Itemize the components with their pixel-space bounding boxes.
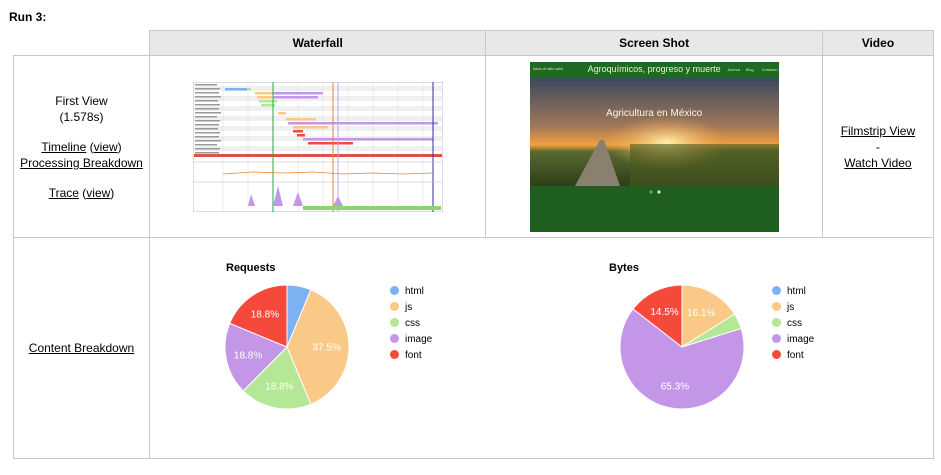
pie-slice-js bbox=[286, 289, 350, 405]
screenshot-menu-item: Blog bbox=[745, 66, 754, 72]
legend-label: js bbox=[405, 302, 413, 313]
legend-label: image bbox=[405, 334, 433, 345]
screenshot-menu-item: Contacto bbox=[761, 66, 778, 72]
legend-label: font bbox=[787, 350, 804, 361]
pie-slice-image bbox=[224, 322, 288, 392]
requests-chart-title: Requests bbox=[226, 262, 276, 274]
waterfall-url-labels bbox=[194, 83, 221, 153]
pie-data-label-css: 18.8% bbox=[265, 381, 293, 392]
legend-item-js: js bbox=[772, 302, 794, 316]
pie-data-label-font: 18.8% bbox=[251, 310, 279, 321]
header-video: Video bbox=[821, 30, 935, 56]
legend-swatch bbox=[772, 302, 781, 311]
bytes-chart-title: Bytes bbox=[609, 262, 639, 274]
results-table: Waterfall Screen Shot Video First View (… bbox=[13, 30, 935, 459]
pie-data-label-font: 14.5% bbox=[650, 307, 678, 318]
legend-swatch bbox=[772, 350, 781, 359]
screenshot-caption: Agricultura en México bbox=[606, 107, 703, 119]
legend-item-html: html bbox=[390, 286, 424, 300]
timeline-row: Timeline (view) bbox=[41, 139, 122, 154]
processing-breakdown-link[interactable]: Processing Breakdown bbox=[20, 155, 143, 170]
pie-data-label-image: 18.8% bbox=[234, 350, 262, 361]
trace-link[interactable]: Trace bbox=[48, 185, 79, 200]
legend-label: html bbox=[405, 286, 424, 297]
bytes-chart: Bytes 16.1% 65.3% 14.5% html js css image font bbox=[535, 238, 920, 458]
legend-swatch bbox=[390, 302, 399, 311]
requests-pie: 37.5% 18.8% 18.8% 18.8% bbox=[224, 284, 350, 410]
screenshot-menu-item: Acerca bbox=[727, 66, 741, 72]
first-view-time: (1.578s) bbox=[59, 109, 104, 124]
legend-item-image: image bbox=[772, 334, 814, 348]
waterfall-cell bbox=[148, 55, 487, 238]
waterfall-markers bbox=[272, 81, 434, 212]
pie-data-label-image: 65.3% bbox=[661, 382, 689, 393]
pie-slice-css bbox=[242, 346, 312, 410]
corner-cell bbox=[14, 31, 150, 56]
content-breakdown-cell: Content Breakdown bbox=[13, 237, 150, 459]
header-waterfall: Waterfall bbox=[148, 30, 487, 56]
content-breakdown-link[interactable]: Content Breakdown bbox=[28, 341, 135, 355]
legend-swatch bbox=[390, 334, 399, 343]
legend-item-font: font bbox=[772, 350, 804, 364]
legend-swatch bbox=[772, 286, 781, 295]
pie-data-label-js: 16.1% bbox=[687, 308, 715, 319]
legend-label: html bbox=[787, 286, 806, 297]
pie-slice-js bbox=[681, 284, 736, 348]
first-view-cell: First View (1.578s) Timeline (view) Proc… bbox=[13, 55, 150, 238]
filmstrip-view-link[interactable]: Filmstrip View bbox=[840, 123, 916, 138]
screenshot-site-title: Agroquímicos, progreso y muerte bbox=[587, 63, 721, 74]
screenshot-navbar: Inicio el sitio web Agroquímicos, progre… bbox=[529, 61, 779, 78]
timeline-view-link[interactable]: view bbox=[93, 139, 118, 154]
first-view-label: First View bbox=[55, 93, 108, 108]
run-title: Run 3: bbox=[9, 10, 47, 24]
trace-view-link[interactable]: view bbox=[86, 185, 111, 200]
legend-swatch bbox=[390, 350, 399, 359]
screenshot-hero-image bbox=[529, 77, 779, 186]
bytes-pie: 16.1% 65.3% 14.5% bbox=[619, 284, 745, 410]
legend-label: font bbox=[405, 350, 422, 361]
legend-item-css: css bbox=[772, 318, 802, 332]
watch-video-link[interactable]: Watch Video bbox=[844, 155, 912, 170]
screenshot-cell: Inicio el sitio web Agroquímicos, progre… bbox=[485, 55, 823, 238]
legend-item-css: css bbox=[390, 318, 420, 332]
legend-swatch bbox=[390, 286, 399, 295]
legend-label: css bbox=[787, 318, 802, 329]
pie-slice-font bbox=[229, 284, 288, 348]
waterfall-bars bbox=[193, 87, 442, 157]
trace-row: Trace (view) bbox=[48, 185, 115, 200]
page-screenshot[interactable]: Inicio el sitio web Agroquímicos, progre… bbox=[529, 61, 779, 232]
legend-label: js bbox=[787, 302, 795, 313]
timeline-link[interactable]: Timeline bbox=[41, 139, 87, 154]
legend-item-font: font bbox=[390, 350, 422, 364]
legend-label: css bbox=[405, 318, 420, 329]
breakdown-charts-cell: Requests 37.5% 18.8% 18.8% 18.8% html js css i… bbox=[149, 237, 934, 459]
screenshot-footer bbox=[529, 185, 779, 232]
legend-item-image: image bbox=[390, 334, 432, 348]
waterfall-metrics bbox=[193, 161, 442, 210]
legend-item-js: js bbox=[390, 302, 412, 316]
legend-swatch bbox=[390, 318, 399, 327]
requests-chart: Requests 37.5% 18.8% 18.8% 18.8% html js css i… bbox=[150, 238, 535, 458]
screenshot-brand: Inicio el sitio web bbox=[532, 65, 563, 71]
screenshot-carousel-dots bbox=[649, 189, 661, 194]
waterfall-thumbnail[interactable] bbox=[192, 81, 443, 212]
legend-item-html: html bbox=[772, 286, 806, 300]
pie-slice-image bbox=[619, 308, 745, 410]
pie-slice-font bbox=[632, 284, 683, 349]
video-cell: Filmstrip View - Watch Video bbox=[821, 55, 935, 238]
legend-label: image bbox=[787, 334, 815, 345]
pie-data-label-js: 37.5% bbox=[313, 343, 341, 354]
header-screenshot: Screen Shot bbox=[485, 30, 823, 56]
waterfall-gridlines bbox=[222, 81, 423, 212]
legend-swatch bbox=[772, 334, 781, 343]
video-separator: - bbox=[875, 139, 880, 154]
legend-swatch bbox=[772, 318, 781, 327]
